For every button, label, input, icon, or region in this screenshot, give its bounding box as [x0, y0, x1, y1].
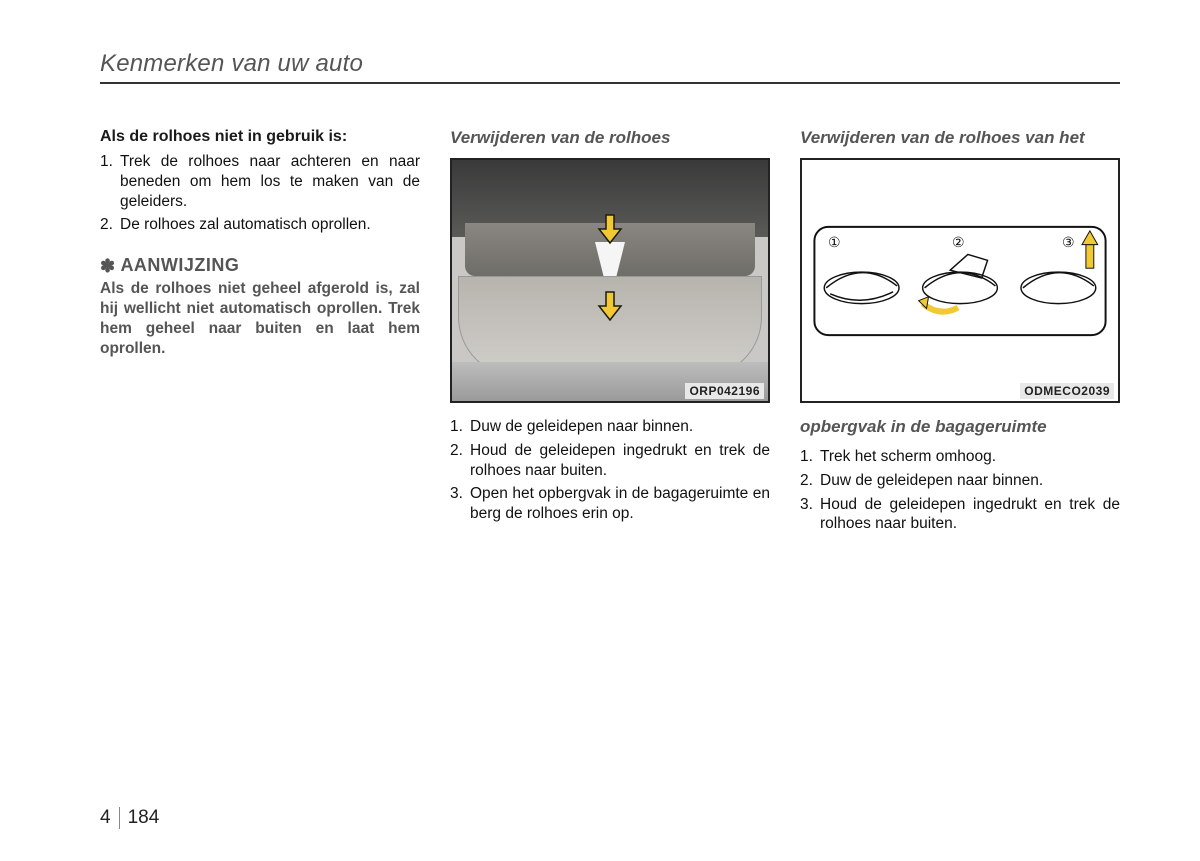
col3-steps: Trek het scherm omhoog. Duw de geleidepe…: [800, 447, 1120, 534]
notice-star-icon: ✽: [100, 256, 116, 276]
step-marker-1: ①: [828, 234, 841, 251]
arrow-down-icon: [597, 290, 623, 322]
step-marker-2: ②: [952, 234, 965, 251]
column-1: Als de rolhoes niet in gebruik is: Trek …: [100, 128, 420, 538]
list-item: Trek de rolhoes naar achteren en naar be…: [100, 152, 420, 211]
list-item: Houd de geleidepen ingedrukt en trek de …: [450, 441, 770, 481]
column-3: Verwijderen van de rolhoes van het: [800, 128, 1120, 538]
notice-heading: ✽ AANWIJZING: [100, 255, 420, 277]
footer-divider: [119, 807, 120, 829]
figure-code-label: ORP042196: [685, 383, 764, 399]
lineart-svg: [802, 160, 1118, 401]
figure-lineart-removal: ① ② ③ ODMECO2039: [800, 158, 1120, 403]
list-item: Houd de geleidepen ingedrukt en trek de …: [800, 495, 1120, 535]
notice-heading-text: AANWIJZING: [120, 255, 239, 275]
page-number: 184: [128, 807, 160, 829]
page-title: Kenmerken van uw auto: [100, 50, 1120, 84]
list-item: Trek het scherm omhoog.: [800, 447, 1120, 467]
col2-steps: Duw de geleidepen naar binnen. Houd de g…: [450, 417, 770, 524]
col3-subhead-top: Verwijderen van de rolhoes van het: [800, 128, 1120, 148]
notice-body: Als de rolhoes niet geheel afgerold is, …: [100, 279, 420, 358]
col2-subhead: Verwijderen van de rolhoes: [450, 128, 770, 148]
arrow-down-icon: [597, 213, 623, 245]
step-marker-3: ③: [1062, 234, 1075, 251]
list-item: Duw de geleidepen naar binnen.: [450, 417, 770, 437]
col3-subhead-bottom: opbergvak in de bagageruimte: [800, 417, 1120, 437]
manual-page: Kenmerken van uw auto Als de rolhoes nie…: [0, 0, 1200, 861]
list-item: Open het opbergvak in de bagageruimte en…: [450, 484, 770, 524]
figure-photo-cargo: ORP042196: [450, 158, 770, 403]
list-item: Duw de geleidepen naar binnen.: [800, 471, 1120, 491]
page-footer: 4 184: [100, 807, 159, 829]
col1-steps: Trek de rolhoes naar achteren en naar be…: [100, 152, 420, 235]
column-2: Verwijderen van de rolhoes ORP042196 Duw…: [450, 128, 770, 538]
list-item: De rolhoes zal automatisch oprollen.: [100, 215, 420, 235]
col1-lead: Als de rolhoes niet in gebruik is:: [100, 128, 420, 146]
chapter-number: 4: [100, 807, 111, 829]
content-columns: Als de rolhoes niet in gebruik is: Trek …: [100, 128, 1120, 538]
figure-code-label: ODMECO2039: [1020, 383, 1114, 399]
